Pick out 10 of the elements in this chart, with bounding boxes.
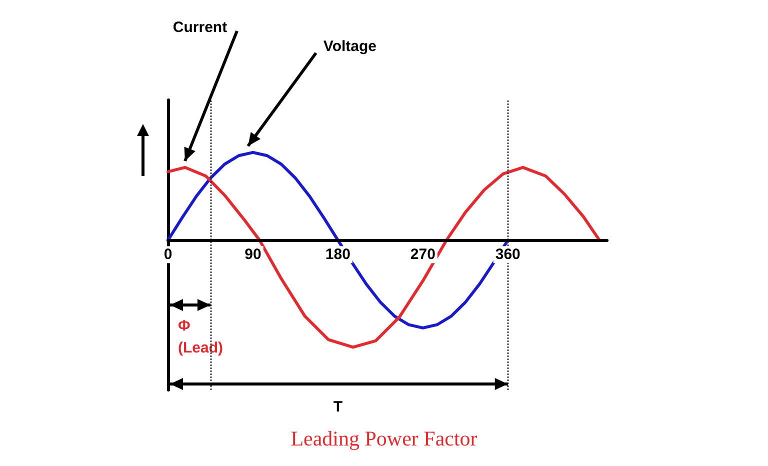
text: Leading Power Factor	[290, 426, 478, 450]
x-tick-label: 90	[244, 246, 262, 264]
text: Current	[172, 18, 228, 36]
x-tick-label: 180	[325, 246, 350, 264]
text: Voltage	[323, 38, 377, 55]
x-tick-label: 360	[495, 246, 520, 264]
text: T	[333, 398, 343, 416]
annotation: Φ (Lead)	[178, 318, 224, 356]
x-tick-label: 0	[164, 246, 172, 264]
x-tick-label: 270	[410, 246, 436, 264]
